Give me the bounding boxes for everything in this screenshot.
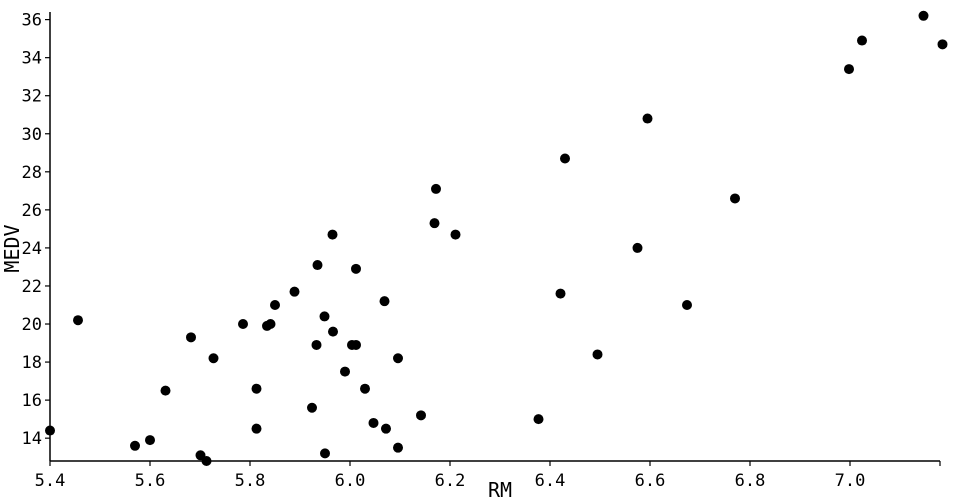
data-point bbox=[632, 242, 643, 253]
y-tick-label: 34 bbox=[22, 49, 42, 69]
y-tick-label: 26 bbox=[22, 201, 42, 221]
x-axis-label: RM bbox=[488, 478, 512, 500]
data-point bbox=[393, 442, 403, 453]
data-point bbox=[328, 326, 338, 337]
y-tick-label: 32 bbox=[22, 87, 42, 107]
data-point bbox=[186, 332, 196, 343]
data-point bbox=[130, 440, 140, 451]
data-point bbox=[251, 383, 262, 394]
data-point bbox=[393, 353, 403, 364]
x-tick-label: 6.6 bbox=[635, 471, 666, 491]
data-point bbox=[145, 435, 155, 446]
data-point bbox=[555, 288, 566, 299]
data-point bbox=[311, 339, 322, 350]
data-point bbox=[730, 193, 740, 204]
data-point bbox=[844, 64, 854, 75]
data-point bbox=[642, 113, 653, 124]
data-point bbox=[340, 366, 350, 377]
data-point bbox=[937, 39, 948, 50]
y-tick-label: 18 bbox=[22, 353, 42, 373]
data-point bbox=[319, 311, 330, 322]
y-axis-label: MEDV bbox=[0, 224, 24, 272]
data-point bbox=[682, 299, 692, 310]
data-point bbox=[416, 410, 426, 421]
data-point bbox=[429, 218, 440, 229]
data-point bbox=[238, 319, 248, 330]
data-point bbox=[45, 425, 55, 436]
data-point bbox=[857, 35, 867, 46]
data-point bbox=[560, 153, 570, 164]
data-point bbox=[320, 448, 330, 459]
data-point bbox=[312, 260, 323, 271]
y-tick-label: 24 bbox=[22, 239, 42, 259]
x-tick-label: 5.4 bbox=[35, 471, 66, 491]
y-tick-label: 22 bbox=[22, 277, 42, 297]
y-tick-label: 30 bbox=[22, 125, 42, 145]
data-point bbox=[270, 299, 280, 310]
axis-ticks: 5.4 5.6 5.8 6.0 6.2 6.4 6.6 6.8 7.0 14 16 18 20 22 24 2… bbox=[22, 11, 941, 491]
data-points bbox=[45, 10, 948, 466]
data-point bbox=[208, 353, 219, 364]
x-tick-label: 6.4 bbox=[535, 471, 566, 491]
data-point bbox=[368, 417, 379, 428]
data-point bbox=[73, 315, 83, 326]
data-point bbox=[289, 286, 300, 297]
y-tick-label: 28 bbox=[22, 163, 42, 183]
data-point bbox=[381, 423, 391, 434]
data-point bbox=[918, 10, 929, 21]
y-tick-label: 20 bbox=[22, 315, 42, 335]
data-point bbox=[351, 339, 361, 350]
y-tick-label: 36 bbox=[22, 11, 42, 31]
x-tick-label: 7.0 bbox=[835, 471, 866, 491]
data-point bbox=[251, 423, 262, 434]
data-point bbox=[379, 296, 390, 307]
data-point bbox=[265, 319, 276, 330]
data-point bbox=[592, 349, 603, 360]
data-point bbox=[160, 385, 171, 396]
data-point bbox=[351, 263, 361, 274]
x-tick-label: 6.2 bbox=[435, 471, 466, 491]
data-point bbox=[431, 183, 441, 194]
x-tick-label: 5.8 bbox=[235, 471, 266, 491]
data-point bbox=[307, 402, 317, 413]
data-point bbox=[327, 229, 338, 240]
y-tick-label: 14 bbox=[22, 429, 42, 449]
x-tick-label: 5.6 bbox=[135, 471, 166, 491]
data-point bbox=[533, 414, 544, 425]
y-tick-label: 16 bbox=[22, 391, 42, 411]
data-point bbox=[360, 383, 370, 394]
x-tick-label: 6.0 bbox=[335, 471, 366, 491]
data-point bbox=[201, 456, 212, 466]
x-tick-label: 6.8 bbox=[735, 471, 766, 491]
data-point bbox=[450, 229, 461, 240]
